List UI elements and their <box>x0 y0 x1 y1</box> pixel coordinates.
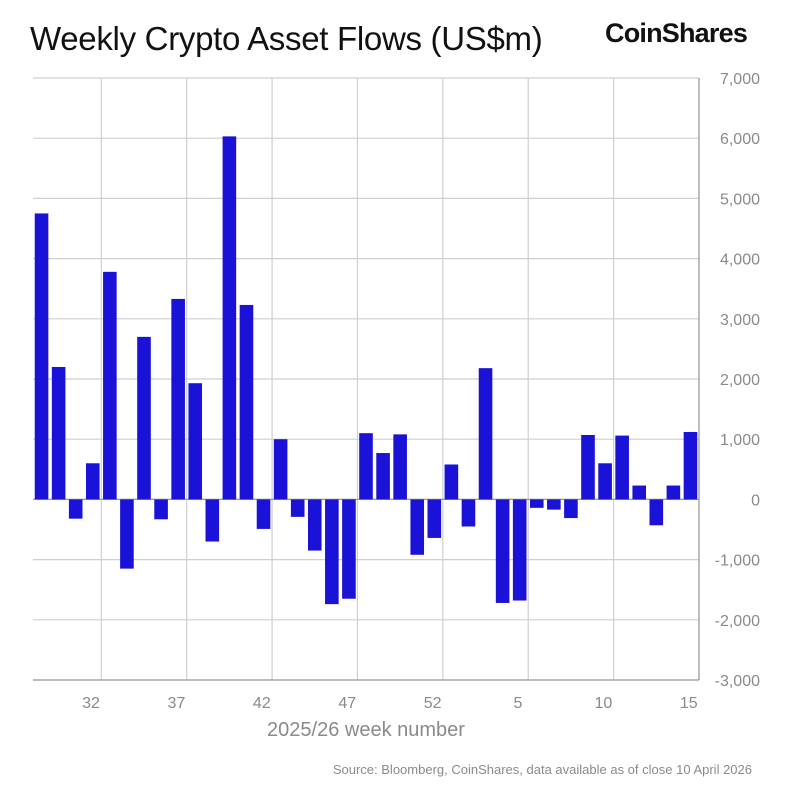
bar-week-10 <box>598 463 612 500</box>
bar-week-38 <box>188 383 203 500</box>
x-axis-label: 2025/26 week number <box>267 719 465 741</box>
x-tick-label: 10 <box>594 695 612 712</box>
y-tick-label: 7,000 <box>720 71 760 88</box>
y-tick-label: -3,000 <box>715 673 760 690</box>
bar-week-30 <box>51 366 66 500</box>
bar-week-11 <box>615 435 629 500</box>
bar-week-43 <box>273 439 288 500</box>
x-tick-label: 42 <box>253 695 271 712</box>
bar-week-40 <box>222 136 237 500</box>
x-tick-label: 5 <box>514 695 523 712</box>
x-axis-ticks: 32 37 42 47 52 5 10 15 <box>82 695 698 712</box>
bar-week-8 <box>564 499 578 519</box>
x-tick-label: 15 <box>680 695 698 712</box>
bar-week-45 <box>307 499 322 551</box>
y-tick-label: 0 <box>751 492 760 509</box>
bar-week-47 <box>342 499 356 599</box>
y-tick-label: 2,000 <box>720 372 760 389</box>
chart-title: Weekly Crypto Asset Flows (US$m) <box>30 20 543 57</box>
x-tick-label: 37 <box>168 695 186 712</box>
bar-week-31 <box>68 499 83 519</box>
bar-week-33 <box>103 271 117 500</box>
bar-week-6 <box>529 499 544 508</box>
bar-week-37 <box>171 298 185 500</box>
bar-week-49 <box>376 453 390 500</box>
x-tick-label: 47 <box>338 695 356 712</box>
bar-week-2 <box>461 499 476 527</box>
bar-week-50 <box>393 434 407 500</box>
bar-week-4 <box>495 499 510 603</box>
bar-week-41 <box>239 304 254 500</box>
bar-week-44 <box>290 499 305 517</box>
bar-week-13 <box>649 499 664 526</box>
bar-week-14 <box>666 485 681 500</box>
bar-week-7 <box>547 499 561 510</box>
bar-week-34 <box>120 499 134 569</box>
bar-week-39 <box>205 499 220 542</box>
bar-week-51 <box>410 499 425 555</box>
bar-week-15 <box>683 431 698 500</box>
bar-week-9 <box>581 434 595 500</box>
bar-week-3 <box>478 368 493 500</box>
bar-week-1 <box>444 464 459 500</box>
y-tick-label: -1,000 <box>715 553 760 570</box>
bar-week-32 <box>85 463 100 500</box>
y-tick-label: 6,000 <box>720 131 760 148</box>
gridlines <box>33 77 700 681</box>
y-axis-ticks: 7,000 6,000 5,000 4,000 3,000 2,000 1,000 0 -1,0… <box>715 71 760 690</box>
y-tick-label: 1,000 <box>720 432 760 449</box>
y-tick-label: -2,000 <box>715 613 760 630</box>
bar-week-12 <box>632 485 647 500</box>
bar-week-36 <box>154 499 168 520</box>
bar-week-5 <box>512 499 527 601</box>
bar-week-29 <box>34 213 49 500</box>
bar-week-46 <box>325 499 339 605</box>
bar-week-52 <box>427 499 442 538</box>
bar-week-48 <box>359 433 373 500</box>
x-tick-label: 32 <box>82 695 100 712</box>
x-tick-label: 52 <box>424 695 442 712</box>
coinshares-logo: CoinShares <box>605 18 748 48</box>
source-note: Source: Bloomberg, CoinShares, data avai… <box>333 762 752 777</box>
bar-series <box>34 136 698 605</box>
y-tick-label: 3,000 <box>720 312 760 329</box>
y-tick-label: 4,000 <box>720 252 760 269</box>
bar-week-35 <box>137 336 151 500</box>
y-tick-label: 5,000 <box>720 191 760 208</box>
bar-week-42 <box>256 499 271 529</box>
